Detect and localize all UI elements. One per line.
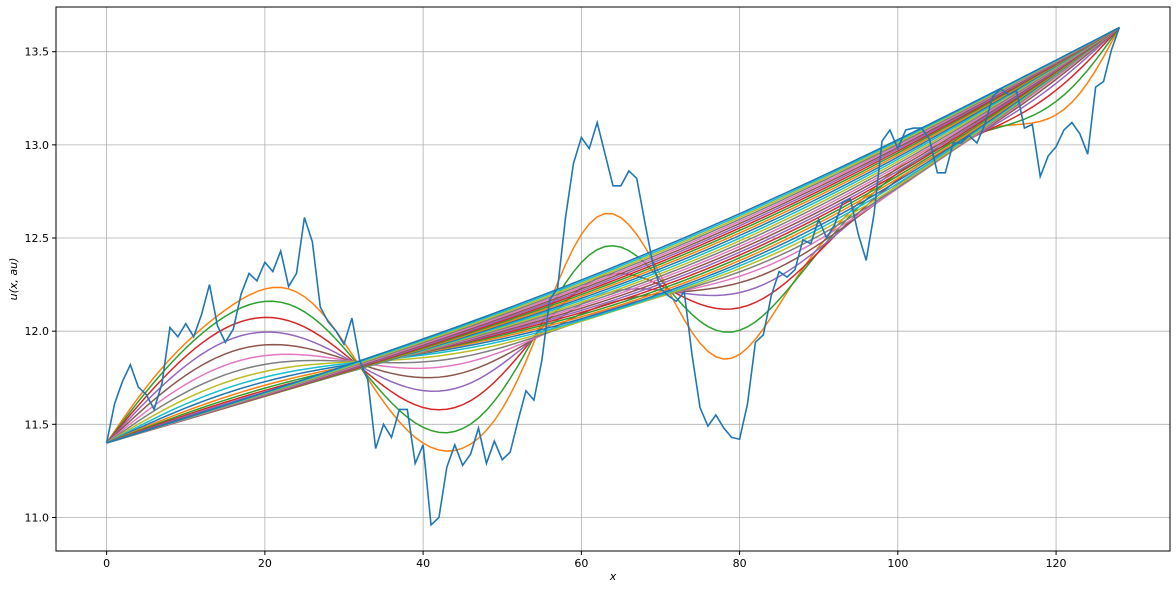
smoothed-curve-9 [106,26,1120,444]
noisy-series-line [105,27,1121,527]
x-tick-label: 80 [733,557,747,570]
y-tick-label: 11.5 [25,418,50,431]
y-tick-label: 13.0 [25,139,50,152]
gridlines [56,7,1170,551]
x-tick-label: 120 [1046,557,1067,570]
x-tick-label: 40 [416,557,430,570]
smoothed-curve-11 [106,26,1120,444]
x-tick-label: 0 [103,557,110,570]
x-axis-label: x [609,570,617,583]
y-tick-label: 12.5 [25,232,50,245]
plot-frame [55,6,1171,552]
x-tick-label: 100 [887,557,908,570]
y-axis-label: u(x, au) [7,258,20,301]
x-axis-ticks: 0 20 40 60 80 100 120 [103,551,1067,570]
smoothed-curve-30 [106,26,1120,444]
smoothed-curve-13 [106,26,1120,444]
smoothed-curve-10 [106,26,1120,444]
y-tick-label: 11.0 [25,511,50,524]
data-series [105,27,1121,527]
y-tick-label: 13.5 [25,46,50,59]
x-tick-label: 20 [258,557,272,570]
smoothed-curve-12 [106,26,1120,444]
x-tick-label: 60 [574,557,588,570]
y-axis-ticks: 11.0 11.5 12.0 12.5 13.0 13.5 [25,46,56,524]
y-tick-label: 12.0 [25,325,50,338]
